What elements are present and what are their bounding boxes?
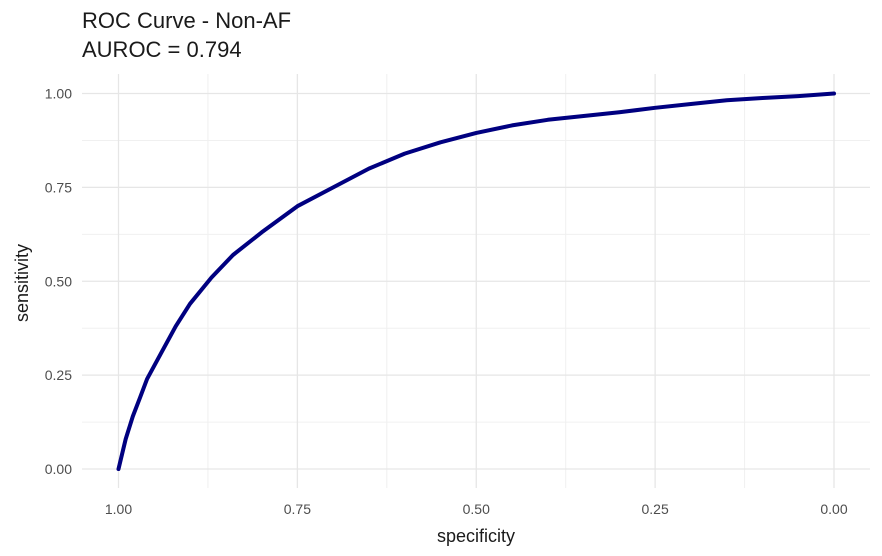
y-axis-ticks: 0.00 0.25 0.50 0.75 1.00: [45, 86, 72, 478]
series-group: [116, 91, 836, 471]
x-axis-label: specificity: [437, 526, 515, 546]
x-tick-label: 0.25: [642, 501, 669, 517]
y-tick-label: 0.00: [45, 461, 72, 477]
y-tick-label: 0.50: [45, 273, 72, 289]
roc-curve-line: [116, 91, 836, 471]
y-tick-label: 0.75: [45, 179, 72, 195]
x-tick-label: 0.75: [284, 501, 311, 517]
x-tick-label: 1.00: [105, 501, 132, 517]
y-tick-label: 1.00: [45, 86, 72, 102]
y-axis-label: sensitivity: [12, 244, 32, 322]
x-axis-ticks: 1.00 0.75 0.50 0.25 0.00: [105, 501, 848, 517]
x-tick-label: 0.00: [820, 501, 847, 517]
y-tick-label: 0.25: [45, 367, 72, 383]
x-tick-label: 0.50: [463, 501, 490, 517]
chart-title: ROC Curve - Non-AF: [82, 8, 292, 33]
chart-subtitle: AUROC = 0.794: [82, 37, 242, 62]
grid-major: [82, 74, 870, 488]
